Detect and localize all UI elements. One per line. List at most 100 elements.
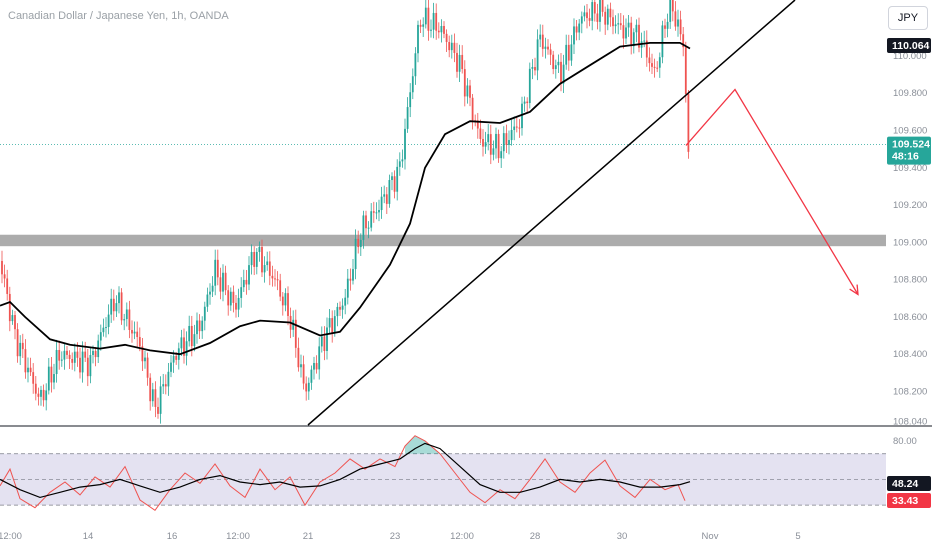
- candle-body: [619, 23, 622, 26]
- candle-body: [219, 277, 222, 292]
- candle-body: [300, 364, 302, 368]
- candle-body: [476, 120, 479, 129]
- candle-body: [201, 320, 204, 332]
- candle-body: [547, 46, 549, 50]
- candle-body: [193, 334, 196, 347]
- candle-body: [331, 318, 334, 333]
- candle-body: [341, 305, 344, 310]
- candle-body: [505, 133, 508, 145]
- candle-body: [274, 278, 276, 280]
- candle-body: [50, 366, 53, 383]
- candle-body: [245, 279, 248, 285]
- candle-body: [157, 406, 159, 414]
- candle-body: [450, 42, 453, 51]
- candle-body: [417, 24, 419, 54]
- candle-body: [115, 303, 118, 312]
- candle-body: [635, 24, 638, 33]
- candle-body: [196, 320, 198, 335]
- candle-body: [526, 101, 529, 104]
- candle-body: [40, 389, 42, 397]
- candle-body: [684, 47, 687, 95]
- candle-body: [409, 92, 412, 108]
- rsi-value-badge-bg: [887, 493, 931, 508]
- candle-body: [375, 212, 378, 214]
- candle-body: [671, 0, 674, 12]
- candle-body: [1, 260, 3, 275]
- current-price-badge-text: 48:16: [892, 151, 919, 163]
- candle-body: [99, 332, 102, 341]
- candle-body: [411, 76, 414, 93]
- candle-body: [554, 65, 557, 70]
- candle-body: [144, 357, 146, 362]
- candle-body: [253, 251, 256, 267]
- candle-body: [55, 350, 58, 375]
- candle-body: [326, 327, 328, 351]
- rsi-value-badge-text: 33.43: [892, 495, 918, 507]
- candle-body: [656, 67, 659, 69]
- candle-body: [229, 291, 232, 306]
- high-price-badge-text: 110.064: [892, 40, 930, 52]
- candle-body: [24, 349, 27, 373]
- candle-body: [352, 269, 354, 281]
- candle-body: [318, 346, 321, 370]
- candle-body: [261, 247, 263, 273]
- candle-body: [513, 126, 516, 130]
- candle-body: [185, 341, 188, 356]
- candle-body: [339, 306, 341, 310]
- candle-body: [401, 159, 404, 162]
- candle-body: [497, 133, 500, 159]
- candle-body: [443, 25, 445, 34]
- candle-body: [63, 350, 66, 360]
- candle-body: [188, 325, 191, 342]
- candle-body: [544, 46, 547, 49]
- candle-body: [370, 211, 373, 228]
- candle-body: [528, 68, 531, 104]
- candle-body: [66, 350, 68, 355]
- candle-body: [107, 314, 110, 328]
- candle-body: [349, 278, 352, 281]
- candle-body: [206, 294, 209, 307]
- candle-body: [510, 129, 513, 141]
- candle-body: [47, 366, 50, 391]
- candle-body: [679, 19, 682, 35]
- candle-body: [125, 309, 128, 320]
- x-tick-label: 21: [303, 531, 314, 542]
- candle-body: [305, 383, 308, 392]
- candle-body: [385, 194, 388, 204]
- candle-body: [248, 265, 250, 285]
- candle-body: [396, 166, 399, 192]
- candle-body: [258, 247, 261, 252]
- candle-body: [372, 211, 375, 213]
- candle-body: [404, 128, 406, 160]
- candle-body: [466, 85, 469, 97]
- candle-body: [362, 215, 365, 240]
- candle-body: [170, 362, 172, 372]
- candle-body: [638, 24, 640, 48]
- rsi-y-tick-label: 80.00: [893, 436, 917, 447]
- candle-body: [622, 25, 625, 39]
- candle-body: [677, 19, 679, 27]
- y-tick-label: 110.000: [893, 51, 927, 62]
- candle-body: [599, 0, 601, 22]
- candle-body: [674, 11, 677, 27]
- candle-body: [190, 325, 193, 347]
- candle-body: [271, 275, 274, 279]
- candle-body: [458, 54, 461, 72]
- candle-body: [541, 34, 544, 49]
- candle-body: [263, 265, 266, 273]
- candle-body: [596, 13, 599, 22]
- candle-body: [427, 7, 430, 31]
- candle-body: [651, 63, 653, 67]
- candle-body: [21, 342, 24, 350]
- current-price-badge-bg: [887, 136, 931, 165]
- candle-body: [388, 180, 391, 204]
- candle-body: [328, 318, 331, 328]
- candle-body: [495, 133, 497, 149]
- candle-body: [167, 371, 170, 387]
- candle-body: [11, 315, 14, 322]
- candle-body: [89, 354, 92, 377]
- candle-body: [484, 142, 487, 147]
- candle-body: [242, 279, 245, 288]
- currency-button[interactable]: JPY: [888, 6, 928, 30]
